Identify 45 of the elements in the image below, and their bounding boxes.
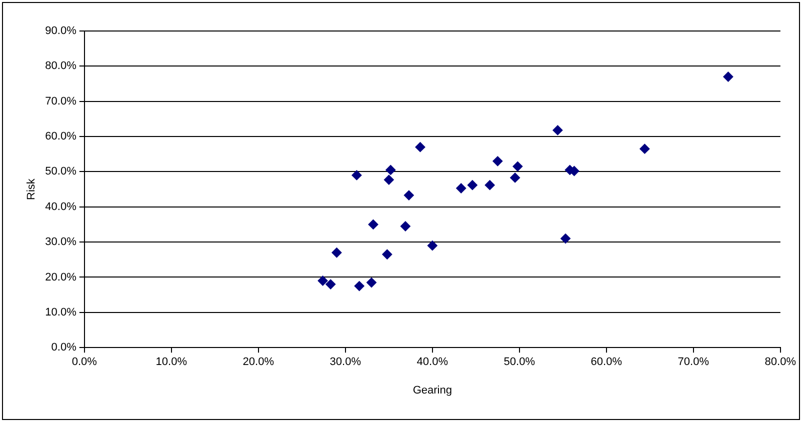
point	[560, 234, 571, 244]
y-tick-label: 40.0%	[45, 200, 77, 213]
point	[640, 144, 650, 154]
point	[386, 164, 396, 175]
y-tick-label: 20.0%	[45, 271, 77, 284]
y-tick-label: 70.0%	[45, 95, 77, 108]
y-tick-label: 60.0%	[45, 130, 77, 143]
point	[552, 125, 563, 136]
x-tick-label: 50.0%	[504, 356, 536, 368]
x-tick-label: 0.0%	[72, 356, 98, 368]
x-tick-label: 30.0%	[330, 356, 362, 368]
y-tick-label: 0.0%	[51, 342, 77, 354]
x-tick-label: 40.0%	[416, 356, 448, 368]
point	[354, 281, 364, 292]
point	[512, 161, 523, 172]
point	[318, 276, 328, 286]
point	[366, 278, 376, 288]
point	[415, 142, 426, 152]
x-tick-label: 60.0%	[590, 356, 622, 368]
point	[352, 170, 362, 180]
x-tick-label: 70.0%	[678, 356, 710, 368]
point	[484, 180, 495, 190]
x-tick-label: 80.0%	[764, 356, 796, 368]
point	[400, 221, 410, 232]
y-axis-title: Risk	[26, 178, 38, 200]
point	[723, 72, 734, 82]
y-tick-label: 80.0%	[45, 60, 77, 72]
y-tick-label: 90.0%	[45, 25, 77, 38]
y-tick-label: 30.0%	[45, 236, 77, 248]
point	[326, 279, 336, 290]
point	[368, 219, 378, 230]
point	[382, 249, 392, 260]
point	[467, 180, 478, 190]
point	[427, 240, 438, 251]
x-axis-title: Gearing	[412, 384, 452, 396]
point	[456, 183, 466, 194]
point	[492, 156, 503, 166]
point	[510, 172, 520, 183]
point	[332, 248, 342, 258]
y-tick-label: 10.0%	[45, 306, 77, 318]
point	[404, 190, 414, 200]
point	[384, 174, 394, 185]
x-tick-label: 20.0%	[242, 356, 274, 368]
x-tick-label: 10.0%	[156, 356, 188, 368]
y-tick-label: 50.0%	[45, 166, 77, 178]
